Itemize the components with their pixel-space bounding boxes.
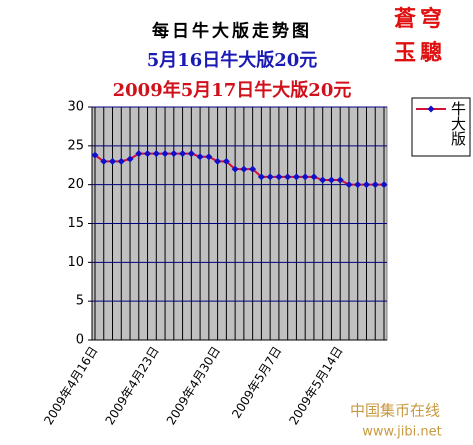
point	[249, 165, 257, 173]
point	[327, 176, 335, 184]
point	[345, 181, 353, 189]
point	[161, 150, 169, 158]
point	[187, 150, 195, 158]
y-tick-label: 0	[76, 333, 84, 348]
point	[135, 150, 143, 158]
point	[275, 173, 283, 181]
point	[170, 150, 178, 158]
y-tick-label: 15	[67, 216, 84, 231]
watermark-url: www.jibi.net	[362, 425, 441, 440]
point	[354, 181, 362, 189]
point	[240, 165, 248, 173]
point	[257, 173, 265, 181]
y-tick-label: 20	[67, 177, 84, 192]
chart-subtitle: 5月16日牛大版20元	[147, 49, 318, 71]
series-line	[94, 152, 384, 186]
point	[319, 176, 327, 184]
point	[222, 157, 230, 165]
point	[336, 176, 344, 184]
point	[284, 173, 292, 181]
point	[266, 173, 274, 181]
point	[117, 157, 125, 165]
y-tick-label: 30	[67, 100, 84, 115]
point	[152, 150, 160, 158]
legend-label: 牛大版	[449, 101, 467, 147]
point	[310, 173, 318, 181]
point	[231, 165, 239, 173]
point	[91, 151, 99, 159]
point	[196, 153, 204, 161]
point	[100, 157, 108, 165]
point	[371, 181, 379, 189]
point	[144, 150, 152, 158]
point	[126, 155, 134, 163]
y-tick-label: 5	[76, 294, 84, 309]
point	[109, 157, 117, 165]
stamp-text: 玉驄	[394, 40, 446, 66]
y-tick-label: 10	[67, 255, 84, 270]
point	[380, 181, 388, 189]
legend-box	[411, 97, 471, 157]
stamp-text: 蒼穹	[394, 6, 446, 32]
point	[292, 173, 300, 181]
point	[179, 150, 187, 158]
y-tick-label: 25	[67, 138, 84, 153]
point	[362, 181, 370, 189]
legend-marker	[427, 105, 435, 113]
chart-subtitle: 2009年5月17日牛大版20元	[113, 79, 352, 101]
chart-title: 每日牛大版走势图	[152, 21, 312, 42]
point	[205, 153, 213, 161]
watermark: 中国集币在线	[350, 402, 440, 420]
point	[301, 173, 309, 181]
point	[214, 157, 222, 165]
